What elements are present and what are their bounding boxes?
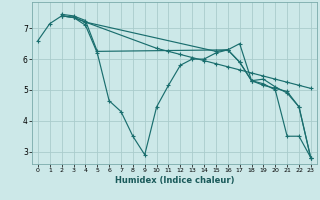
X-axis label: Humidex (Indice chaleur): Humidex (Indice chaleur): [115, 176, 234, 185]
